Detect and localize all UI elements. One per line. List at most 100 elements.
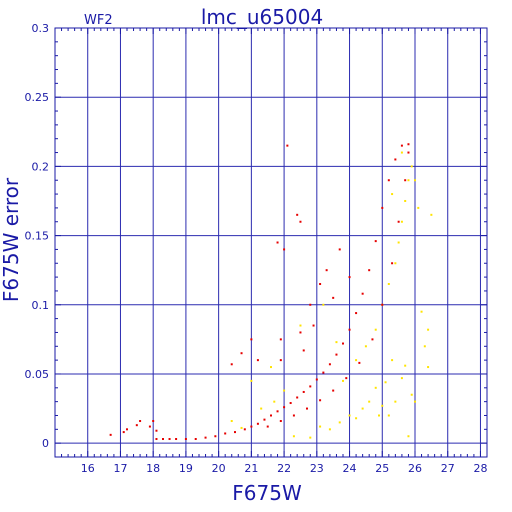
data-point [250,338,253,341]
data-point [407,435,410,438]
data-point [400,220,403,223]
data-point [423,345,426,348]
x-tick-label: 25 [375,462,389,475]
x-tick-label: 28 [473,462,487,475]
data-point [122,431,125,434]
y-tick-label: 0.2 [32,160,50,173]
data-point [224,432,227,435]
data-point [109,433,112,436]
data-point [348,414,351,417]
data-point [230,420,233,423]
data-point [126,428,128,431]
data-point [194,438,197,441]
data-point [404,199,407,202]
data-point [342,342,344,345]
y-tick-label: 0.05 [25,368,50,381]
data-point [348,328,351,331]
data-point [325,269,328,272]
data-point [381,404,384,407]
data-point [381,303,384,306]
data-point [407,179,410,182]
data-point [394,158,397,161]
data-point [135,424,138,427]
data-point [283,389,286,392]
data-point [391,359,394,362]
y-axis-title: F675W error [0,177,23,302]
data-point [240,426,243,429]
data-point [289,402,292,405]
data-point [338,421,341,424]
data-point [273,400,276,403]
data-point [427,328,430,331]
data-point [152,420,155,423]
data-point [404,179,407,182]
data-point [368,400,371,403]
data-point [279,338,282,341]
x-tick-label: 19 [179,462,193,475]
data-point [230,363,233,366]
data-point [387,283,390,286]
data-point [299,331,302,334]
data-point [263,418,266,421]
data-point [319,425,322,428]
data-point [430,213,433,216]
data-point [420,310,423,313]
data-point [256,359,259,362]
data-point [338,248,341,251]
data-point [240,352,243,355]
x-tick-label: 16 [81,462,95,475]
chart-title: lmc_u65004 [201,5,323,29]
data-point [214,435,217,438]
data-point [397,220,400,223]
data-point [414,179,416,182]
data-point [283,248,286,251]
data-point [394,262,397,265]
data-point [394,400,397,403]
data-point [306,407,308,410]
data-point [378,414,380,417]
data-point [299,220,302,223]
data-point [204,436,207,439]
data-point [292,414,295,417]
data-point [414,400,416,403]
data-point [410,393,413,396]
data-point [234,431,236,434]
x-tick-label: 20 [212,462,226,475]
y-tick-label: 0 [42,437,49,450]
data-point [270,366,272,369]
grid [55,27,487,457]
x-tick-label: 27 [441,462,455,475]
data-point [155,438,158,441]
data-point [243,428,246,431]
data-point [342,379,344,382]
data-point [302,390,305,393]
data-point [250,379,253,382]
data-point [286,144,289,147]
data-point [309,436,312,439]
data-point [276,410,279,413]
data-point [355,417,358,420]
data-point [400,144,403,147]
data-point [296,396,299,399]
data-point [355,359,358,362]
data-point [364,345,367,348]
data-point [322,303,325,306]
data-point [260,407,263,410]
data-point [175,438,178,441]
data-point [319,283,322,286]
data-point [368,269,371,272]
data-point [279,359,282,362]
data-point [335,353,338,356]
data-point [417,206,420,209]
data-point [279,420,282,423]
data-point [381,206,384,209]
y-tick-label: 0.3 [32,22,50,35]
data-point [358,361,361,364]
x-tick-label: 26 [408,462,422,475]
data-point [148,425,151,428]
data-point [168,438,171,441]
x-tick-label: 24 [343,462,357,475]
data-point [155,429,158,432]
data-point [400,377,403,380]
